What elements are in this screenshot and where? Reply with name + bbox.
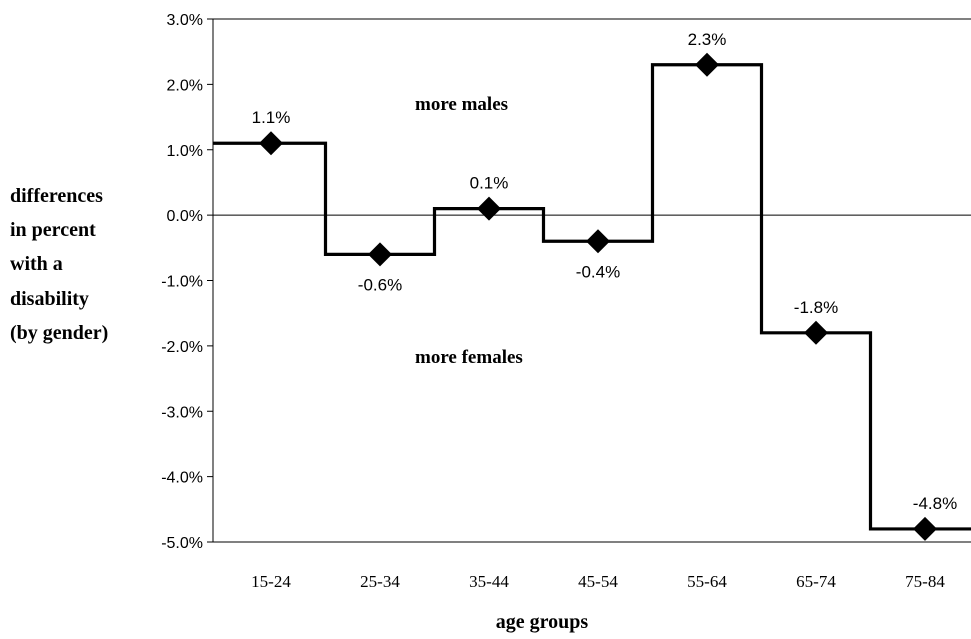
data-point-marker	[804, 320, 828, 345]
y-axis-title-line: disability	[10, 288, 89, 310]
x-tick-label: 35-44	[469, 572, 509, 591]
data-label: 1.1%	[252, 108, 291, 127]
data-point-marker	[477, 196, 501, 221]
x-tick-label: 15-24	[251, 572, 291, 591]
data-point-marker	[586, 229, 610, 254]
y-axis-title-line: in percent	[10, 219, 96, 241]
data-label: 0.1%	[470, 174, 509, 193]
y-tick-label: -3.0%	[161, 404, 203, 421]
data-point-marker	[368, 242, 392, 267]
x-tick-label: 25-34	[360, 572, 400, 591]
y-axis-title-line: differences	[10, 185, 103, 207]
data-label: -0.4%	[576, 262, 620, 281]
y-tick-label: 0.0%	[167, 208, 203, 225]
y-axis-title: differences in percent with a disability…	[10, 185, 108, 344]
data-label: -1.8%	[794, 298, 838, 317]
y-axis-ticks: 3.0% 2.0% 1.0% 0.0% -1.0% -2.0% -3.0% -4.0% -5.0…	[161, 12, 213, 552]
annotation-more-females: more females	[415, 347, 523, 368]
y-tick-label: -5.0%	[161, 535, 203, 552]
annotation-more-males: more males	[415, 94, 508, 115]
series-step-line	[213, 63, 971, 531]
y-tick-label: -4.0%	[161, 470, 203, 487]
y-tick-label: -1.0%	[161, 274, 203, 291]
data-point-marker	[259, 131, 283, 156]
series-markers	[259, 52, 937, 541]
y-axis-title-line: with a	[10, 253, 63, 275]
y-tick-label: 1.0%	[167, 143, 203, 160]
x-tick-label: 55-64	[687, 572, 727, 591]
data-label: -4.8%	[913, 494, 957, 513]
y-tick-label: -2.0%	[161, 339, 203, 356]
x-axis-title: age groups	[496, 611, 589, 633]
x-axis-ticks: 15-24 25-34 35-44 45-54 55-64 65-74 75-84	[251, 572, 945, 591]
y-tick-label: 2.0%	[167, 77, 203, 94]
data-label: -0.6%	[358, 275, 402, 294]
x-tick-label: 45-54	[578, 572, 618, 591]
data-label: 2.3%	[688, 30, 727, 49]
data-labels: 1.1% -0.6% 0.1% -0.4% 2.3% -1.8% -4.8%	[252, 30, 958, 513]
data-point-marker	[913, 516, 937, 541]
y-axis-title-line: (by gender)	[10, 322, 108, 344]
data-point-marker	[695, 52, 719, 77]
x-tick-label: 75-84	[905, 572, 945, 591]
y-tick-label: 3.0%	[167, 12, 203, 29]
x-tick-label: 65-74	[796, 572, 836, 591]
